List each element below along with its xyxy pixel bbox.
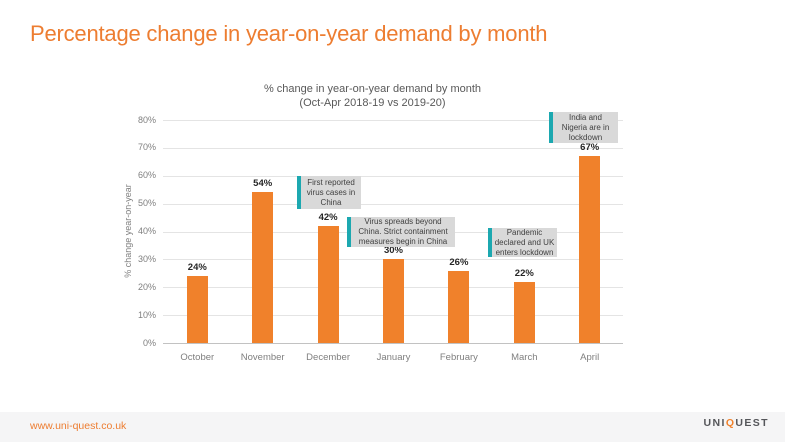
y-tick-label: 0% — [142, 337, 156, 348]
bar-october — [186, 276, 208, 343]
x-axis-label-january: January — [376, 352, 411, 363]
bar-april — [579, 156, 601, 343]
annotation-text: Pandemic declared and UK enters lockdown — [494, 227, 555, 257]
y-tick-label: 70% — [137, 142, 156, 153]
x-axis-label-february: February — [439, 352, 478, 363]
data-label-october: 24% — [187, 262, 207, 274]
x-axis-label-november: November — [240, 352, 285, 363]
data-label-december: 42% — [318, 211, 338, 223]
chart-title: % change in year-on-year demand by month — [263, 83, 482, 95]
footer — [0, 412, 785, 442]
gridline-70 — [163, 147, 623, 149]
bar-november — [252, 192, 274, 343]
page-title: Percentage change in year-on-year demand… — [30, 21, 548, 46]
data-label-february: 26% — [449, 256, 469, 268]
uniquest-logo: UNIQUEST — [704, 417, 769, 429]
annotation-callout-4: India and Nigeria are in lockdown — [549, 112, 618, 143]
x-axis-label-december: December — [306, 352, 350, 363]
data-label-april: 67% — [580, 142, 600, 154]
data-label-march: 22% — [514, 267, 534, 279]
annotation-callout-1: First reported virus cases in China — [297, 176, 361, 209]
gridline-50 — [163, 203, 623, 205]
annotation-text: First reported virus cases in China — [306, 177, 356, 207]
data-label-november: 54% — [253, 178, 273, 190]
gridline-0 — [163, 343, 623, 344]
y-tick-label: 50% — [137, 198, 156, 209]
annotation-callout-2: Virus spreads beyond China. Strict conta… — [347, 217, 455, 247]
y-tick-label: 10% — [137, 309, 156, 320]
y-tick-label: 40% — [137, 226, 156, 236]
logo-part-q: Q — [725, 417, 736, 429]
x-axis-label-april: April — [580, 352, 600, 363]
y-tick-label: 30% — [137, 253, 156, 264]
bar-december — [317, 225, 339, 343]
annotation-text: Virus spreads beyond China. Strict conta… — [358, 217, 448, 246]
logo-part-uest: UEST — [735, 417, 769, 429]
y-tick-label: 20% — [137, 281, 156, 292]
x-axis-label-march: March — [511, 352, 538, 363]
annotation-callout-3: Pandemic declared and UK enters lockdown — [488, 228, 557, 257]
bar-january — [383, 259, 404, 343]
y-tick-label: 60% — [137, 170, 156, 181]
x-axis-label-october: October — [180, 352, 215, 363]
gridline-80 — [163, 120, 623, 121]
annotation-text: India and Nigeria are in lockdown — [561, 112, 610, 142]
chart-title-block: % change in year-on-year demand by month… — [122, 82, 623, 110]
website-link[interactable]: www.uni-quest.co.uk — [30, 420, 127, 432]
logo-part-uni: UNI — [703, 417, 726, 429]
bar-february — [448, 270, 470, 343]
data-label-january: 30% — [383, 245, 403, 257]
chart-subtitle: (Oct-Apr 2018-19 vs 2019-20) — [299, 97, 446, 109]
bar-march — [513, 281, 535, 343]
gridline-60 — [163, 175, 623, 177]
y-tick-label: 80% — [137, 114, 156, 125]
